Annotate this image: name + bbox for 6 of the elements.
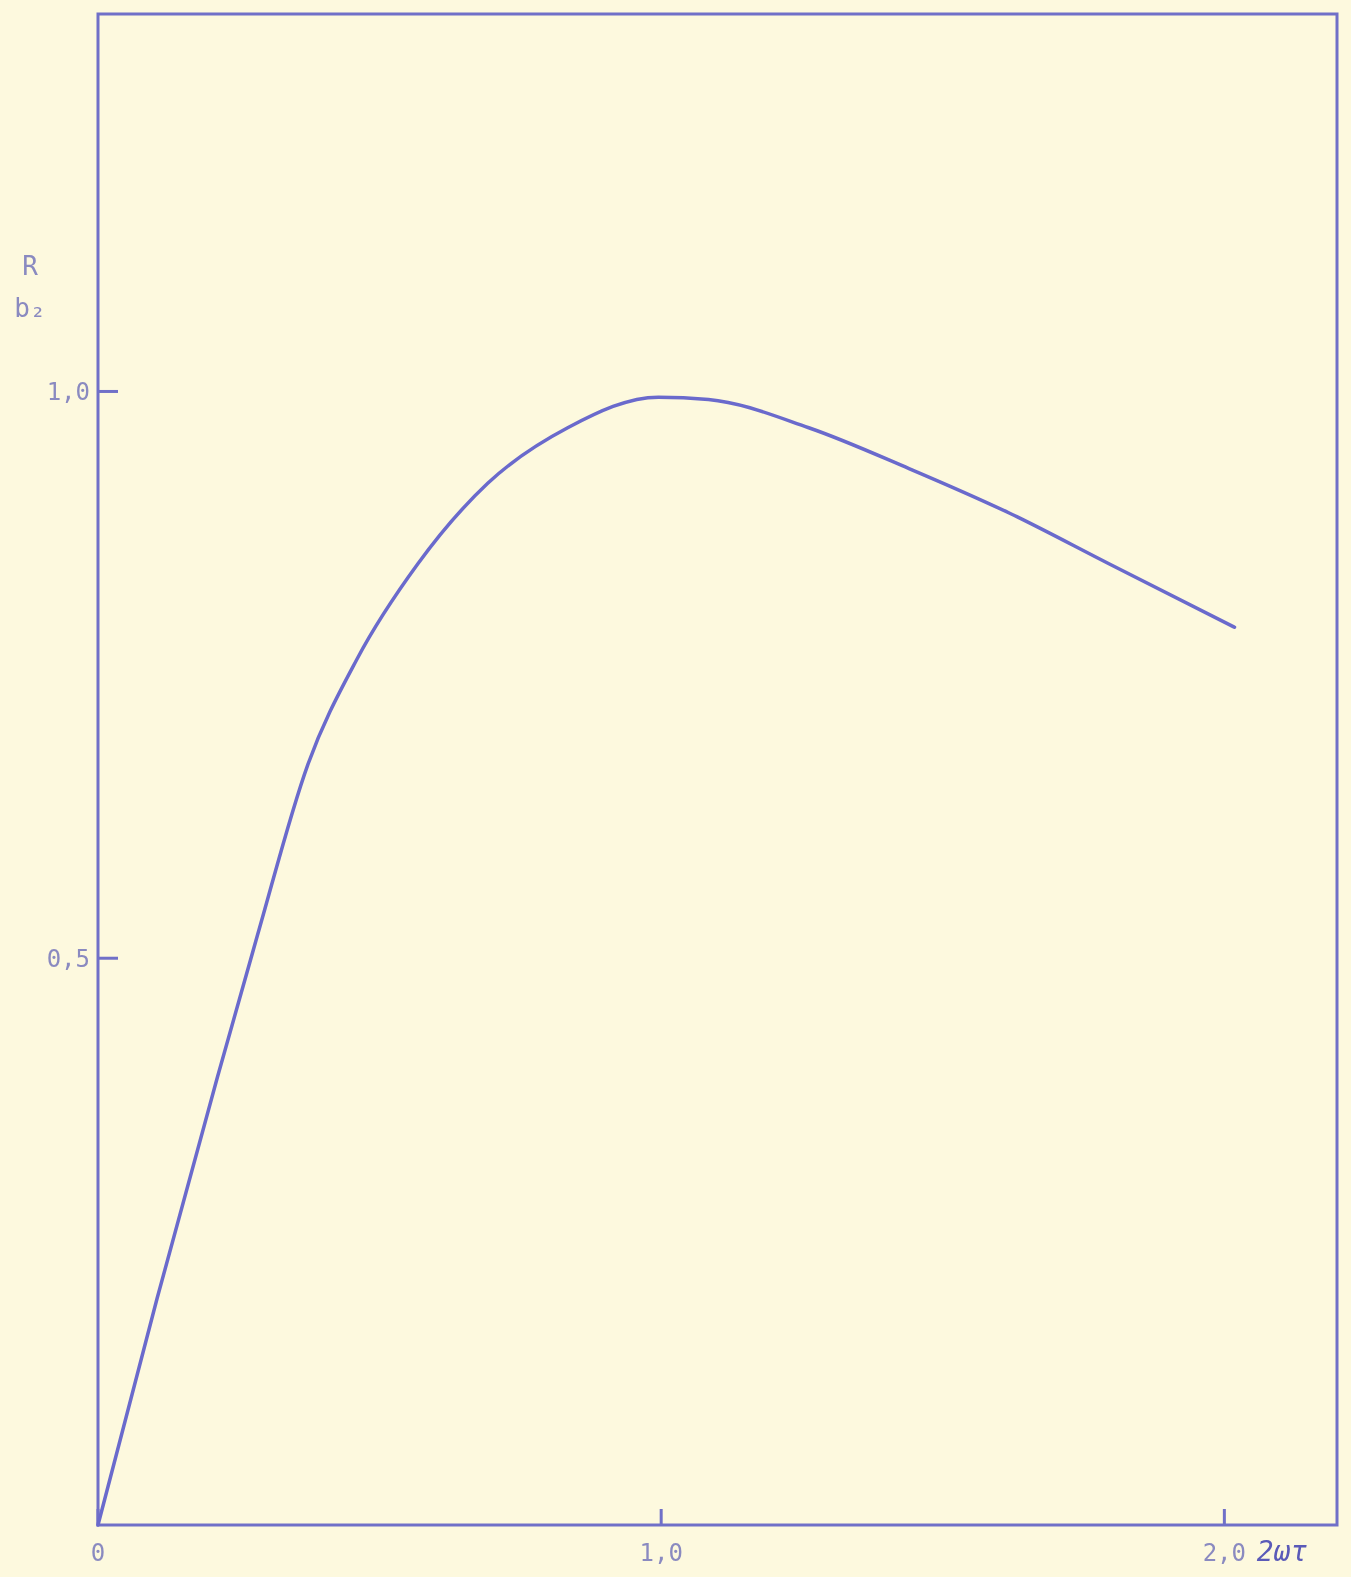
x-axis-title: 2ωτ <box>1256 1535 1308 1568</box>
x-tick-label: 1,0 <box>639 1539 683 1567</box>
y-tick-label: 0,5 <box>46 944 90 973</box>
x-tick-label: 0 <box>90 1539 106 1567</box>
x-tick-label: 2,0 <box>1202 1539 1247 1567</box>
y-axis-title: R b₂ <box>14 251 46 323</box>
